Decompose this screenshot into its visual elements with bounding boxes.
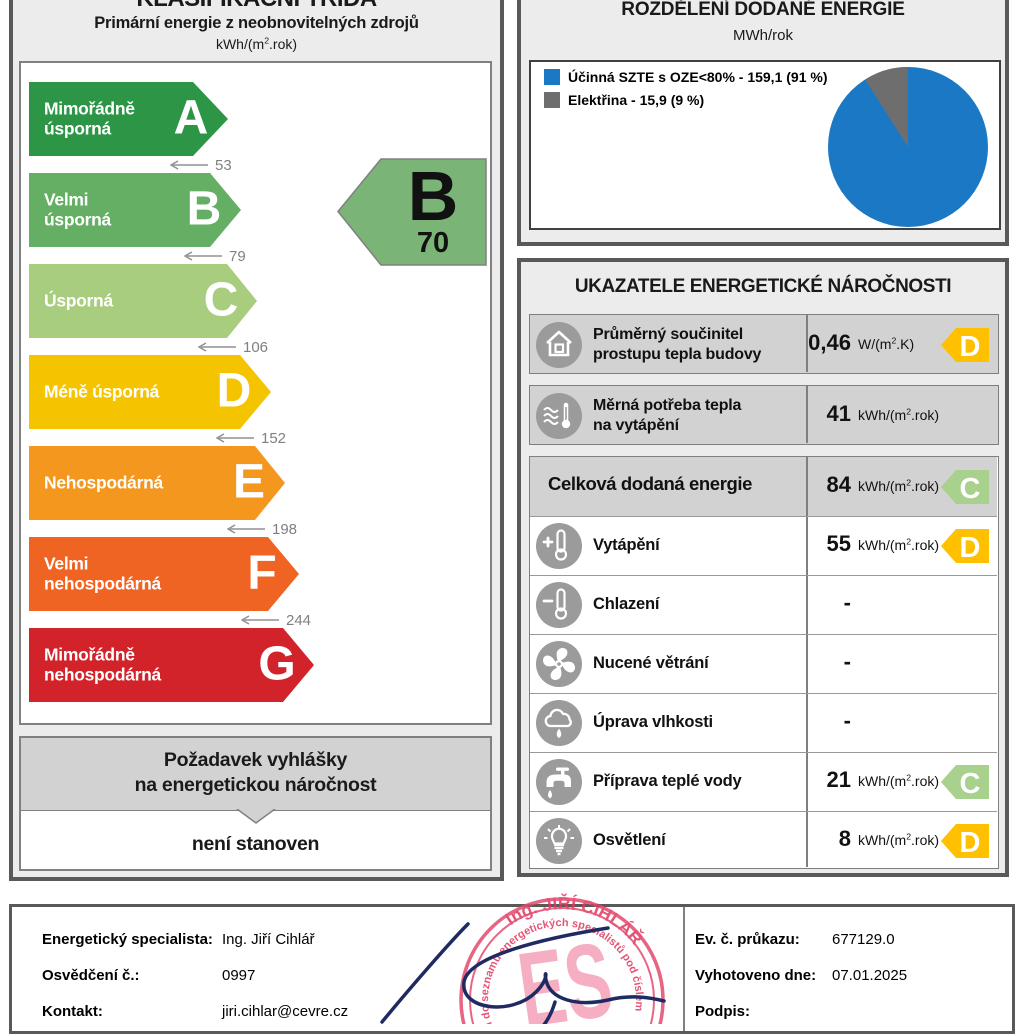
svg-text:244: 244 <box>286 612 311 628</box>
svg-text:C: C <box>960 768 981 800</box>
svg-text:106: 106 <box>243 339 268 355</box>
svg-text:53: 53 <box>215 157 232 173</box>
svg-text:79: 79 <box>229 248 246 264</box>
svg-text:152: 152 <box>261 430 286 446</box>
svg-text:C: C <box>960 473 981 505</box>
svg-text:B: B <box>408 158 459 235</box>
svg-text:D: D <box>960 827 981 859</box>
svg-text:D: D <box>960 331 981 363</box>
svg-text:198: 198 <box>272 521 297 537</box>
svg-text:70: 70 <box>417 227 449 259</box>
svg-text:D: D <box>960 532 981 564</box>
